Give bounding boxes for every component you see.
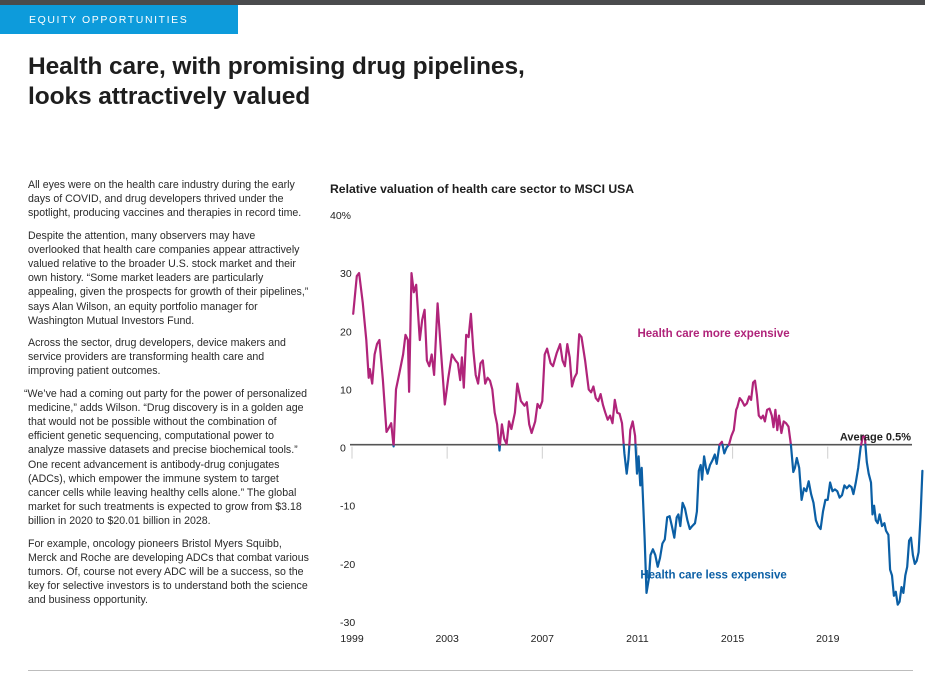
y-tick-label: 20 — [340, 326, 352, 338]
page-title: Health care, with promising drug pipelin… — [28, 52, 628, 112]
article-paragraph: Across the sector, drug developers, devi… — [28, 337, 286, 378]
x-axis: 1999 2003 2007 2011 2015 2019 — [340, 446, 840, 645]
series-segment-above-average — [498, 333, 625, 446]
y-tick-label: -30 — [340, 617, 355, 629]
series-segment-above-average — [727, 379, 792, 446]
x-tick-label: 2015 — [721, 633, 745, 645]
chart-title: Relative valuation of health care sector… — [330, 182, 635, 196]
average-label: Average 0.5% — [840, 432, 911, 444]
series-segment-below-average — [864, 443, 924, 606]
series-segment-below-average — [721, 443, 731, 455]
series-line — [352, 272, 924, 606]
y-tick-label: 30 — [340, 268, 352, 280]
y-tick-label: -10 — [340, 501, 355, 513]
x-tick-label: 1999 — [340, 633, 364, 645]
y-tick-label: 40% — [330, 210, 351, 222]
series-segment-below-average — [634, 443, 721, 594]
article-paragraph: For example, oncology pioneers Bristol M… — [28, 537, 309, 607]
headline-line-1: Health care, with promising drug pipelin… — [28, 53, 525, 80]
chart-svg: 40% 30 20 10 0 -10 -20 -30 1999 2003 2007 2011 2015… — [330, 210, 924, 645]
top-bar — [0, 0, 925, 5]
article-body: All eyes were on the health care industr… — [24, 178, 310, 616]
series-segment-below-average — [622, 443, 631, 475]
series-segment-below-average — [789, 443, 863, 531]
series-segment-below-average — [497, 443, 502, 452]
x-tick-label: 2003 — [435, 633, 459, 645]
article-paragraph: Despite the attention, many observers ma… — [28, 229, 309, 327]
article-paragraph: All eyes were on the health care industr… — [28, 179, 302, 220]
series-segment-above-average — [352, 272, 395, 446]
headline-line-2: looks attractively valued — [28, 83, 311, 110]
y-tick-label: 0 — [340, 443, 346, 455]
article-paragraph: “We’ve had a coming out party for the po… — [24, 387, 308, 528]
section-tag: EQUITY OPPORTUNITIES — [0, 5, 238, 34]
series-segment-above-average — [392, 272, 501, 446]
x-tick-label: 2019 — [816, 633, 840, 645]
bottom-divider — [28, 670, 913, 671]
y-axis: 40% 30 20 10 0 -10 -20 -30 — [330, 210, 355, 629]
series-segment-above-average — [628, 420, 637, 446]
y-tick-label: 10 — [340, 384, 352, 396]
y-tick-label: -20 — [340, 559, 355, 571]
annotation-more-expensive: Health care more expensive — [637, 328, 789, 340]
x-tick-label: 2007 — [531, 633, 555, 645]
annotation-less-expensive: Health care less expensive — [640, 569, 786, 581]
x-tick-label: 2011 — [626, 633, 649, 645]
series-segment-above-average — [860, 434, 867, 446]
valuation-chart: 40% 30 20 10 0 -10 -20 -30 1999 2003 2007 2011 2015… — [320, 200, 925, 660]
